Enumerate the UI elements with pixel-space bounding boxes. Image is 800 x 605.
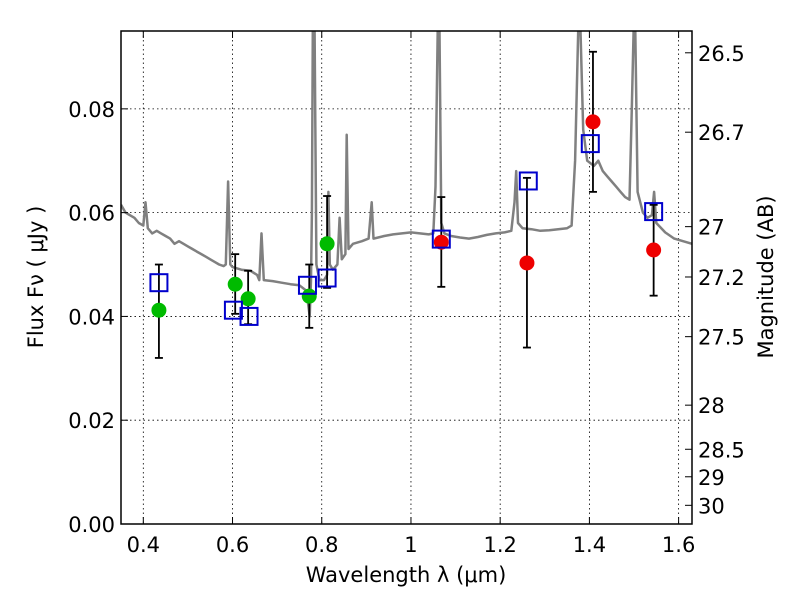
y2-tick-label: 27.5 <box>698 326 745 350</box>
red-data-point <box>585 114 601 130</box>
green-data-point <box>301 288 317 304</box>
y2-tick-label: 27 <box>698 216 725 240</box>
axis-ticks: 0.4 0.6 0.8 1 1.2 1.4 1.6 0.00 0.02 0.04 0.06 0.08 2… <box>68 31 745 557</box>
green-data-point <box>319 236 335 252</box>
green-data-point <box>227 276 243 292</box>
grid-lines <box>121 31 692 524</box>
y-tick-label: 0.04 <box>68 305 115 329</box>
x-tick-label: 0.4 <box>127 533 160 557</box>
y2-tick-label: 29 <box>698 466 725 490</box>
y-tick-label: 0.08 <box>68 98 115 122</box>
model-square <box>431 229 451 249</box>
red-data-point <box>519 255 535 271</box>
red-data-point <box>433 234 449 250</box>
x-tick-label: 0.8 <box>305 533 338 557</box>
y-tick-label: 0.06 <box>68 202 115 226</box>
y2-tick-label: 28 <box>698 394 725 418</box>
spectrum-line <box>121 31 692 318</box>
y2-tick-label: 26.5 <box>698 42 745 66</box>
model-square <box>317 268 337 288</box>
x-tick-label: 0.6 <box>216 533 249 557</box>
green-data-point <box>240 291 256 307</box>
y2-tick-label: 27.2 <box>698 266 745 290</box>
x-tick-label: 1.4 <box>573 533 606 557</box>
y-tick-label: 0.02 <box>68 409 115 433</box>
model-square <box>149 273 169 293</box>
y2-tick-label: 26.7 <box>698 121 745 145</box>
x-tick-label: 1.6 <box>662 533 695 557</box>
model-square <box>518 171 538 191</box>
x-axis-label: Wavelength λ (μm) <box>306 563 507 587</box>
green-data-point <box>151 302 167 318</box>
red-data-point <box>646 242 662 258</box>
marker-layer <box>149 114 664 326</box>
y2-tick-label: 30 <box>698 494 725 518</box>
y-axis-label: Flux Fν ( μJy ) <box>24 206 48 349</box>
y-tick-label: 0.00 <box>68 513 115 537</box>
spectrum-layer <box>121 31 692 318</box>
plot-frame <box>120 30 693 525</box>
model-square <box>239 306 259 326</box>
plot-background <box>121 31 692 524</box>
y2-axis-label: Magnitude (AB) <box>754 195 778 358</box>
y2-tick-label: 28.5 <box>698 438 745 462</box>
model-square <box>580 134 600 154</box>
x-tick-label: 1 <box>404 533 417 557</box>
model-square <box>644 202 664 222</box>
model-square <box>297 275 317 295</box>
x-tick-label: 1.2 <box>483 533 516 557</box>
model-square <box>223 300 243 320</box>
